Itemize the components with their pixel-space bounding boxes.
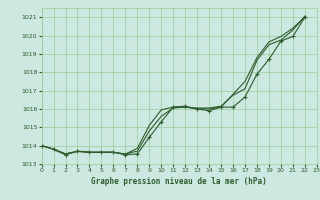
X-axis label: Graphe pression niveau de la mer (hPa): Graphe pression niveau de la mer (hPa) xyxy=(91,177,267,186)
